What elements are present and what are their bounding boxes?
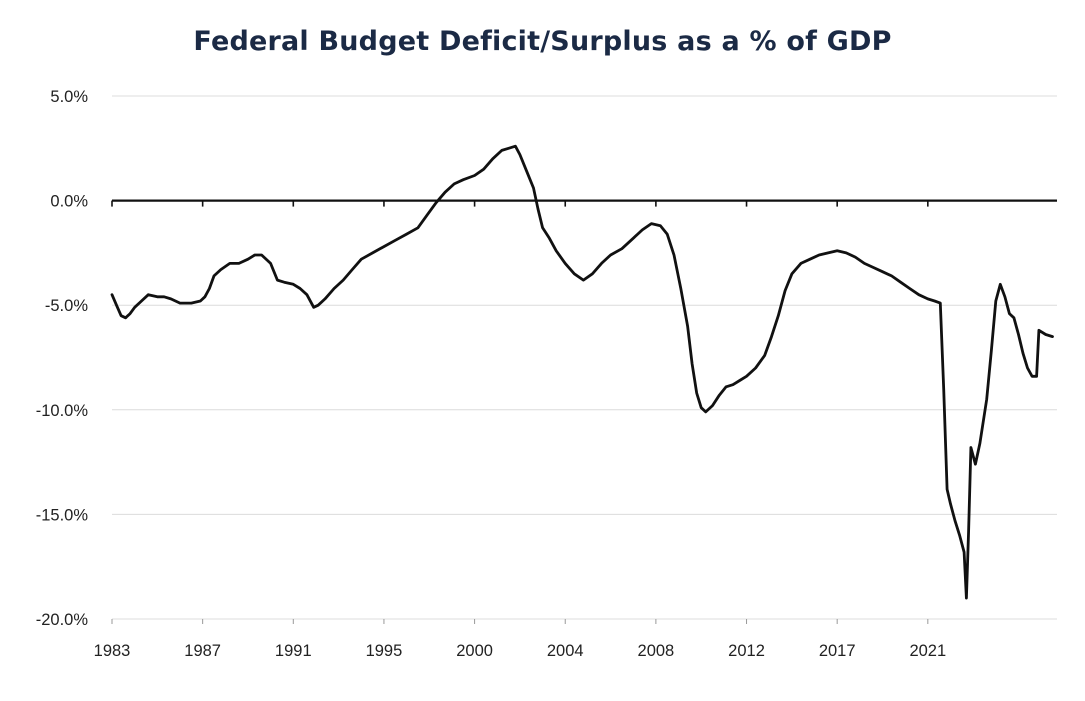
y-tick-label: 0.0% bbox=[50, 193, 88, 211]
x-axis: 1983 1987 1991 1995 2000 2004 2008 2012 2017 2021 bbox=[94, 199, 1057, 660]
x-tick-label: 1991 bbox=[275, 642, 312, 660]
x-tick-label: 2017 bbox=[819, 642, 856, 660]
series-line bbox=[110, 144, 1054, 600]
series-layer bbox=[110, 144, 1054, 600]
y-tick-label: -5.0% bbox=[45, 297, 88, 315]
y-tick-label: -15.0% bbox=[36, 506, 89, 524]
x-tick-label: 2000 bbox=[456, 642, 493, 660]
x-tick-label: 1983 bbox=[94, 642, 131, 660]
y-tick-label: -20.0% bbox=[36, 611, 89, 629]
x-tick-label: 2004 bbox=[547, 642, 584, 660]
x-tick-label: 1987 bbox=[184, 642, 221, 660]
gridlines bbox=[112, 95, 1057, 620]
y-tick-label: 5.0% bbox=[50, 88, 88, 106]
x-tick-label: 2008 bbox=[638, 642, 675, 660]
chart-title: Federal Budget Deficit/Surplus as a % of… bbox=[193, 26, 892, 57]
x-tick-label: 1995 bbox=[366, 642, 403, 660]
x-tick-label: 2021 bbox=[909, 642, 946, 660]
x-tick-label: 2012 bbox=[728, 642, 765, 660]
y-axis-ticks: 5.0% 0.0% -5.0% -10.0% -15.0% -20.0% bbox=[36, 88, 89, 629]
y-tick-label: -10.0% bbox=[36, 402, 89, 420]
